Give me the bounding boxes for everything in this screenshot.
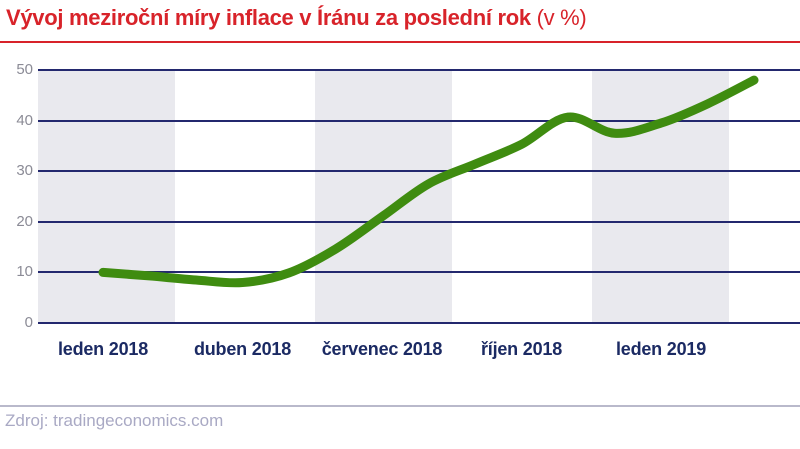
x-axis-tick-label: leden 2019 <box>615 339 707 359</box>
gridline-y-20 <box>38 220 800 223</box>
x-axis-tick-label: říjen 2018 <box>480 339 563 359</box>
chart-title-main: Vývoj meziroční míry inflace v Íránu za … <box>6 5 531 30</box>
y-axis-tick-label: 40 <box>16 111 33 129</box>
gridline-y-50 <box>38 69 800 71</box>
gridline-y-30 <box>38 170 800 173</box>
gridline-y-40 <box>38 119 800 122</box>
gridline-y-10 <box>38 271 800 274</box>
y-axis-tick-label: 10 <box>16 263 33 281</box>
x-axis-tick-label: duben 2018 <box>193 339 292 359</box>
y-axis-tick-label: 20 <box>16 212 33 230</box>
background-quarter-band <box>315 71 452 323</box>
inflation-series-line-svg <box>98 75 759 288</box>
gridline-y-0 <box>38 322 800 324</box>
x-axis-tick-label: červenec 2018 <box>321 339 443 359</box>
y-axis-tick-label: 50 <box>16 61 33 78</box>
title-divider-line <box>0 41 800 43</box>
x-axis-tick-label: leden 2018 <box>57 339 149 359</box>
inflation-series-line <box>98 75 759 288</box>
y-axis-tick-label: 0 <box>24 314 33 331</box>
chart-title-unit: (v %) <box>530 5 587 30</box>
background-quarter-band <box>592 71 729 323</box>
footer-divider-line <box>0 405 800 407</box>
chart-title: Vývoj meziroční míry inflace v Íránu za … <box>6 5 796 31</box>
background-quarter-band <box>38 71 175 323</box>
y-axis-tick-label: 30 <box>16 162 33 180</box>
inflation-line-chart: 0 10 20 30 40 50 leden 2018 duben 2018 červenec … <box>16 61 800 359</box>
source-credit: Zdroj: tradingeconomics.com <box>5 411 224 430</box>
